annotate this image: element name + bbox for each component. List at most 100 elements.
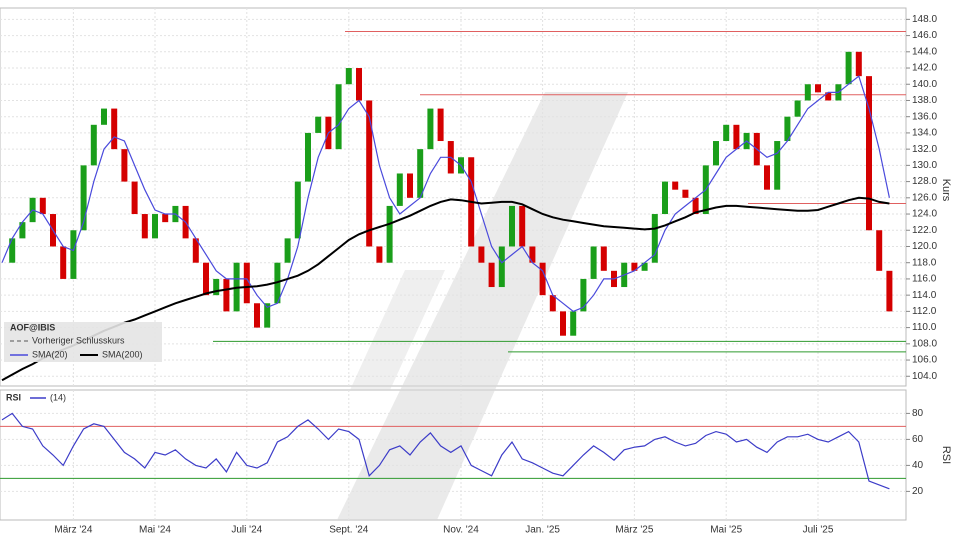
y-tick-label: 126.0	[912, 192, 937, 203]
candle	[80, 165, 87, 231]
candle	[682, 189, 689, 198]
candle	[366, 100, 373, 247]
legend-label: Vorheriger Schlusskurs	[32, 335, 125, 345]
y-tick-label: 134.0	[912, 128, 937, 139]
candle	[794, 100, 801, 117]
y-tick-label: 40	[912, 460, 924, 471]
y-tick-label: 120.0	[912, 241, 937, 252]
y-tick-label: 130.0	[912, 160, 937, 171]
legend-label: SMA(200)	[102, 349, 143, 359]
candle	[764, 165, 770, 190]
candle	[39, 197, 46, 215]
y-tick-label: 108.0	[912, 338, 937, 349]
candle	[111, 108, 118, 150]
y-tick-label: 140.0	[912, 79, 937, 90]
candle	[70, 230, 77, 279]
y-tick-label: 146.0	[912, 30, 937, 41]
candle	[876, 230, 883, 271]
candle	[804, 84, 811, 101]
legend-label: (14)	[50, 392, 66, 402]
candle	[386, 205, 393, 263]
y-tick-label: 110.0	[912, 322, 937, 333]
candle	[417, 149, 424, 198]
x-tick-label: Jan. '25	[525, 525, 560, 536]
candle	[9, 238, 16, 263]
candle	[315, 116, 322, 133]
candle	[243, 262, 250, 304]
y-tick-label: 132.0	[912, 144, 937, 155]
candle	[223, 278, 230, 312]
y-tick-label: 60	[912, 434, 924, 445]
series-line	[1, 75, 890, 313]
y-tick-label: 144.0	[912, 46, 937, 57]
candle	[855, 51, 862, 77]
candle	[784, 116, 791, 142]
candle	[407, 173, 413, 198]
candle	[519, 205, 526, 247]
candle	[590, 246, 597, 279]
candle	[356, 68, 362, 101]
x-tick-label: März '25	[615, 525, 653, 536]
candle	[60, 246, 67, 279]
candle	[437, 108, 444, 142]
legend-label: SMA(20)	[32, 349, 68, 359]
candle	[560, 311, 566, 336]
candle	[825, 92, 832, 101]
y-tick-label: 142.0	[912, 63, 937, 74]
candle	[498, 246, 505, 288]
y-tick-label: 20	[912, 486, 924, 497]
legend-title: RSI	[6, 392, 21, 402]
candle	[121, 149, 128, 182]
y-tick-label: 106.0	[912, 355, 937, 366]
candle	[488, 262, 495, 288]
x-tick-label: Sept. '24	[329, 525, 369, 536]
y-tick-label: 112.0	[912, 306, 937, 317]
y-tick-label: 124.0	[912, 209, 937, 220]
candle	[733, 124, 740, 150]
candle	[672, 181, 679, 190]
legend-title: AOF@IBIS	[10, 322, 55, 332]
candle	[631, 262, 638, 271]
candle	[529, 246, 536, 263]
candle	[692, 197, 699, 215]
candle	[284, 238, 291, 263]
candle	[570, 311, 577, 336]
candle	[815, 84, 821, 93]
candle	[141, 214, 148, 239]
x-tick-label: Juli '24	[231, 525, 262, 536]
marks	[0, 31, 906, 490]
candle	[19, 222, 26, 239]
candle	[580, 278, 587, 312]
candle	[549, 295, 556, 312]
candle	[539, 262, 546, 296]
candle	[396, 173, 403, 206]
candle	[427, 108, 434, 150]
y-tick-label: 116.0	[912, 274, 937, 285]
series-line	[1, 196, 890, 382]
candle	[294, 181, 301, 239]
candle	[101, 108, 107, 125]
x-tick-label: Nov. '24	[443, 525, 479, 536]
candle	[478, 246, 485, 263]
candle	[600, 246, 607, 271]
y-tick-label: 118.0	[912, 257, 937, 268]
y-tick-label: 138.0	[912, 95, 937, 106]
candle	[335, 84, 342, 150]
candle	[376, 246, 383, 263]
candle	[90, 124, 97, 166]
candle	[192, 238, 199, 263]
x-tick-label: Juli '25	[803, 525, 834, 536]
x-tick-label: Mai '25	[710, 525, 742, 536]
candle	[131, 181, 138, 215]
y-tick-label: 136.0	[912, 111, 937, 122]
candle	[723, 124, 730, 142]
series-line	[1, 412, 890, 490]
candle	[866, 76, 872, 231]
candle	[254, 303, 260, 328]
candle	[509, 205, 515, 247]
candle	[886, 270, 893, 312]
y-tick-label: 122.0	[912, 225, 937, 236]
candle	[662, 181, 668, 215]
y-tick-label: 148.0	[912, 14, 937, 25]
